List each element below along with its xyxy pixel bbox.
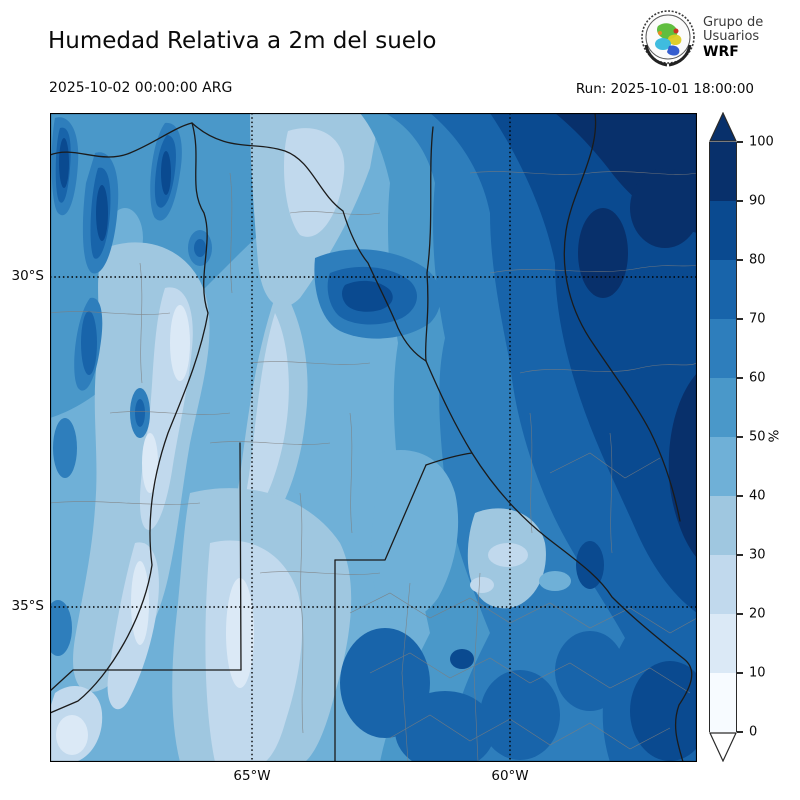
colorbar-tick-90 [737,200,743,202]
colorbar-seg-90-100 [710,142,736,201]
valid-time-label: 2025-10-02 00:00:00 ARG [49,80,233,96]
colorbar-tick-30 [737,554,743,556]
humidity-contour-map [50,113,697,762]
colorbar-seg-0-10 [710,673,736,732]
colorbar-label-40: 40 [749,488,766,504]
colorbar-seg-50-60 [710,378,736,437]
colorbar-seg-70-80 [710,260,736,319]
colorbar-over-arrow [709,112,737,142]
y-tick-30S: 30°S [11,268,45,284]
colorbar-tick-0 [737,731,743,733]
colorbar-label-20: 20 [749,606,766,622]
map-canvas [50,113,697,762]
logo-line-1: Grupo de [703,14,764,30]
colorbar-under-arrow [709,732,737,762]
colorbar-label-0: 0 [749,724,758,740]
department-borders [50,171,697,762]
colorbar-tick-20 [737,613,743,615]
colorbar-tick-70 [737,318,743,320]
logo-line-3: WRF [703,43,739,60]
colorbar-label-90: 90 [749,193,766,209]
colorbar-label-100: 100 [749,134,774,150]
graticule-lines [50,113,697,762]
colorbar-label-10: 10 [749,665,766,681]
colorbar-seg-60-70 [710,319,736,378]
logo-text: Grupo de Usuarios WRF [703,14,764,61]
x-tick-65W: 65°W [233,768,271,784]
colorbar-seg-30-40 [710,496,736,555]
globe-emblem-icon [641,10,695,67]
colorbar-label-60: 60 [749,370,766,386]
colorbar-tick-80 [737,259,743,261]
colorbar-tick-100 [737,141,743,143]
colorbar-label-30: 30 [749,547,766,563]
colorbar-tick-10 [737,672,743,674]
colorbar-tick-50 [737,436,743,438]
colorbar-label-80: 80 [749,252,766,268]
colorbar-label-50: 50 [749,429,766,445]
logo-line-2: Usuarios [703,29,760,45]
colorbar-tick-40 [737,495,743,497]
colorbar-unit-label: % [764,429,781,443]
colorbar-seg-10-20 [710,614,736,673]
colorbar-tick-60 [737,377,743,379]
colorbar-seg-80-90 [710,201,736,260]
colorbar [709,142,737,732]
run-time-label: Run: 2025-10-01 18:00:00 [575,81,754,97]
province-borders [50,113,693,762]
x-tick-60W: 60°W [491,768,529,784]
wrf-users-group-logo: Grupo de Usuarios WRF [639,9,763,67]
colorbar-seg-20-30 [710,555,736,614]
colorbar-seg-40-50 [710,437,736,496]
page-title: Humedad Relativa a 2m del suelo [48,28,437,54]
colorbar-label-70: 70 [749,311,766,327]
map-border [50,113,697,762]
y-tick-35S: 35°S [11,598,45,614]
